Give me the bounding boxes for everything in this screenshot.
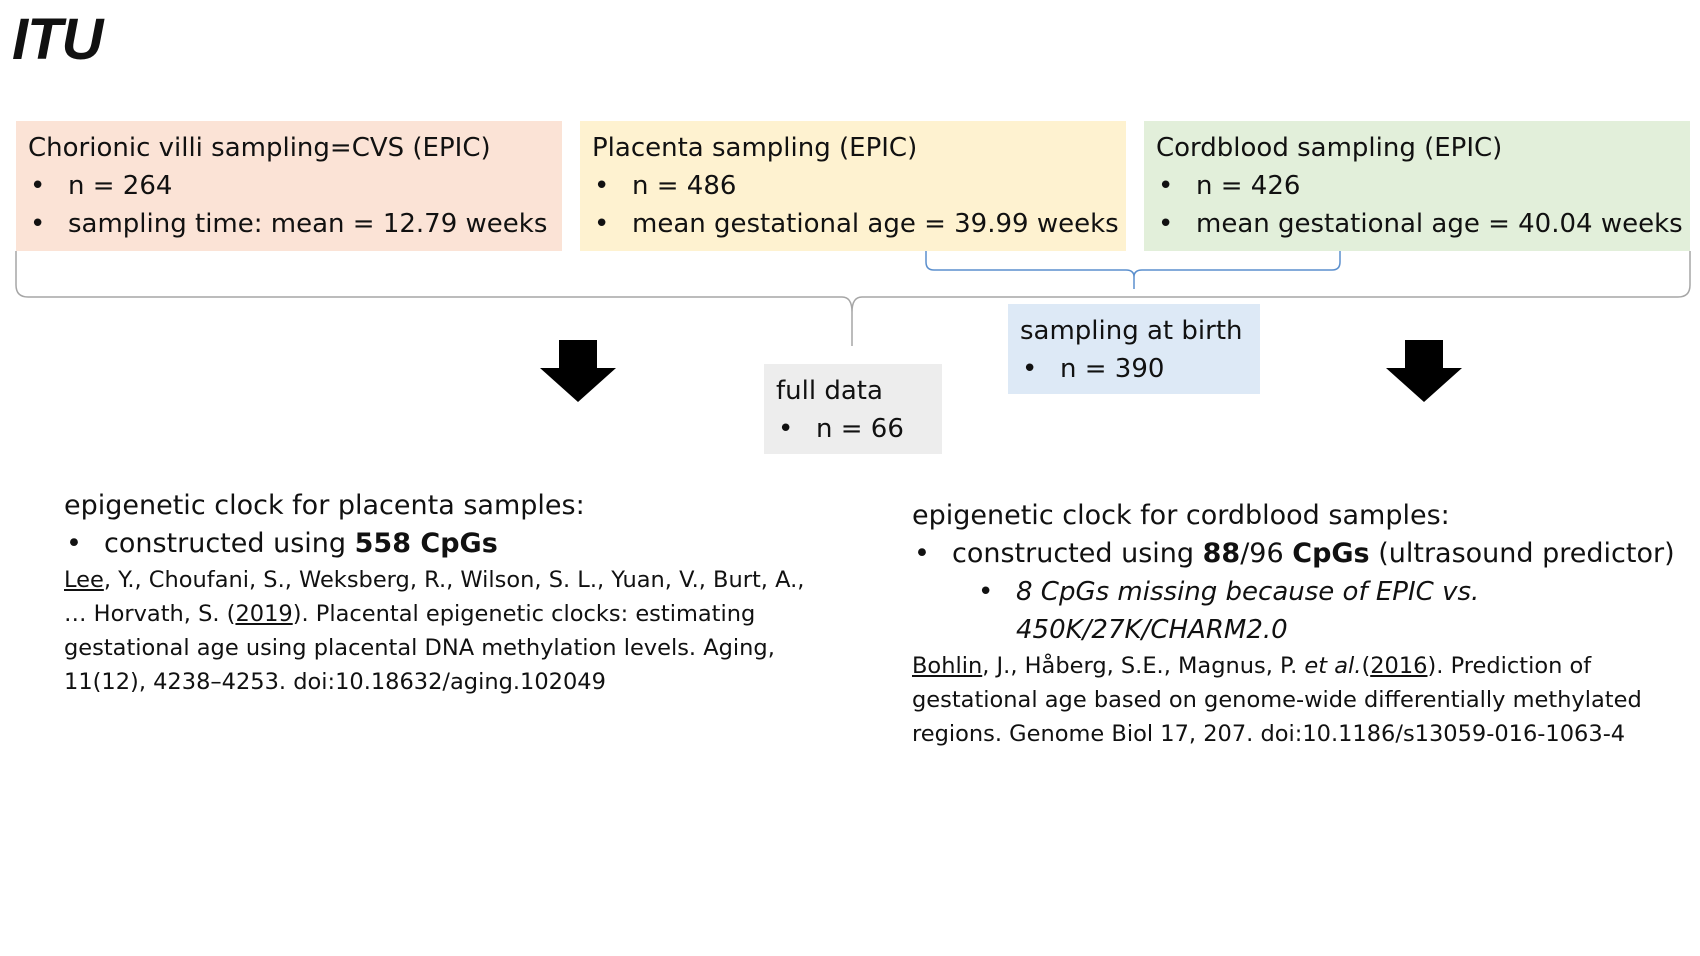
cordblood-ref-line-2: gestational age based on genome-wide dif…: [912, 687, 1642, 713]
full-n: n = 66: [776, 410, 930, 448]
cvs-sampling-time: sampling time: mean = 12.79 weeks: [28, 205, 550, 243]
missing-cpgs-line1: 8 CpGs missing because of EPIC vs.: [1016, 577, 1480, 607]
cordblood-heading: Cordblood sampling (EPIC): [1156, 133, 1503, 163]
placenta-ref-line-4: 11(12), 4238–4253. doi:10.18632/aging.10…: [64, 669, 606, 695]
sampling-at-birth-box: sampling at birth n = 390: [1008, 304, 1260, 394]
placenta-clock-cpgs: constructed using 558 CpGs: [64, 525, 804, 563]
cordblood-bullets: n = 426 mean gestational age = 40.04 wee…: [1156, 167, 1683, 243]
bohlin-author-link[interactable]: Bohlin: [912, 653, 983, 679]
birth-bullets: n = 390: [1020, 350, 1248, 388]
placenta-ref-line2-start: … Horvath, S. (: [64, 601, 236, 627]
placenta-reference: Lee, Y., Choufani, S., Weksberg, R., Wil…: [64, 563, 804, 699]
full-bullets: n = 66: [776, 410, 930, 448]
placenta-n: n = 486: [592, 167, 1114, 205]
cordblood-ref-authors: , J., Håberg, S.E., Magnus, P.: [982, 653, 1305, 679]
placenta-clock-section: epigenetic clock for placenta samples: c…: [64, 487, 804, 699]
birth-brace: [925, 251, 1341, 289]
cordblood-ref-line1-rest: ). Prediction of: [1427, 653, 1592, 679]
down-arrow-left-icon: [540, 340, 616, 402]
placenta-clock-prefix: constructed using: [104, 528, 355, 559]
placenta-gestational-age: mean gestational age = 39.99 weeks: [592, 205, 1119, 243]
cvs-n: n = 264: [28, 167, 550, 205]
cordblood-n: n = 426: [1156, 167, 1678, 205]
slide-title: ITU: [12, 7, 103, 72]
full-data-box: full data n = 66: [764, 364, 942, 454]
cvs-heading: Chorionic villi sampling=CVS (EPIC): [28, 133, 491, 163]
cordblood-ref-line-1: Bohlin, J., Håberg, S.E., Magnus, P. et …: [912, 649, 1675, 683]
cordblood-clock-section: epigenetic clock for cordblood samples: …: [912, 497, 1675, 751]
cvs-bullets: n = 264 sampling time: mean = 12.79 week…: [28, 167, 550, 243]
placenta-clock-bullets: constructed using 558 CpGs: [64, 525, 804, 563]
cordblood-clock-cpgs: constructed using 88/96 CpGs (ultrasound…: [912, 535, 1675, 573]
placenta-sampling-box: Placenta sampling (EPIC) n = 486 mean ge…: [580, 121, 1126, 251]
birth-n: n = 390: [1020, 350, 1248, 388]
cordblood-sampling-box: Cordblood sampling (EPIC) n = 426 mean g…: [1144, 121, 1690, 251]
cordblood-clock-bullets: constructed using 88/96 CpGs (ultrasound…: [912, 535, 1675, 573]
placenta-bullets: n = 486 mean gestational age = 39.99 wee…: [592, 167, 1119, 243]
cordblood-reference: Bohlin, J., Håberg, S.E., Magnus, P. et …: [912, 649, 1675, 751]
cordblood-clock-suffix: (ultrasound predictor): [1369, 538, 1675, 569]
large-brace: [15, 251, 1691, 346]
placenta-clock-heading: epigenetic clock for placenta samples:: [64, 490, 585, 521]
down-arrow-right-icon: [1386, 340, 1462, 402]
placenta-year-link[interactable]: 2019: [235, 601, 293, 627]
cordblood-clock-prefix: constructed using: [952, 538, 1203, 569]
cordblood-clock-cpg-used: 88: [1202, 538, 1241, 569]
cordblood-clock-subbullets: 8 CpGs missing because of EPIC vs. 450K/2…: [912, 573, 1675, 649]
birth-heading: sampling at birth: [1020, 316, 1243, 346]
cordblood-clock-heading: epigenetic clock for cordblood samples:: [912, 500, 1450, 531]
placenta-ref-line-2: … Horvath, S. (2019). Placental epigenet…: [64, 597, 804, 631]
cordblood-clock-cpgs-label: CpGs: [1292, 538, 1370, 569]
placenta-heading: Placenta sampling (EPIC): [592, 133, 918, 163]
placenta-ref-line1-text: , Y., Choufani, S., Weksberg, R., Wilson…: [103, 567, 805, 593]
missing-cpgs-line2: 450K/27K/CHARM2.0: [1016, 615, 1288, 645]
cordblood-clock-cpg-total: /96: [1240, 538, 1293, 569]
cordblood-ref-etal: et al.: [1304, 653, 1362, 679]
cordblood-ref-paren: (: [1361, 653, 1371, 679]
placenta-ref-line2-rest: ). Placental epigenetic clocks: estimati…: [292, 601, 756, 627]
placenta-clock-cpg-count: 558 CpGs: [354, 528, 498, 559]
cvs-sampling-box: Chorionic villi sampling=CVS (EPIC) n = …: [16, 121, 562, 251]
cordblood-ref-line-3: regions. Genome Biol 17, 207. doi:10.118…: [912, 721, 1626, 747]
placenta-ref-line-3: gestational age using placental DNA meth…: [64, 635, 775, 661]
placenta-ref-line-1: Lee, Y., Choufani, S., Weksberg, R., Wil…: [64, 563, 804, 597]
full-heading: full data: [776, 376, 883, 406]
cordblood-year-link[interactable]: 2016: [1370, 653, 1428, 679]
lee-author-link[interactable]: Lee: [64, 567, 104, 593]
cordblood-gestational-age: mean gestational age = 40.04 weeks: [1156, 205, 1683, 243]
missing-cpgs-note: 8 CpGs missing because of EPIC vs. 450K/2…: [976, 573, 1675, 649]
